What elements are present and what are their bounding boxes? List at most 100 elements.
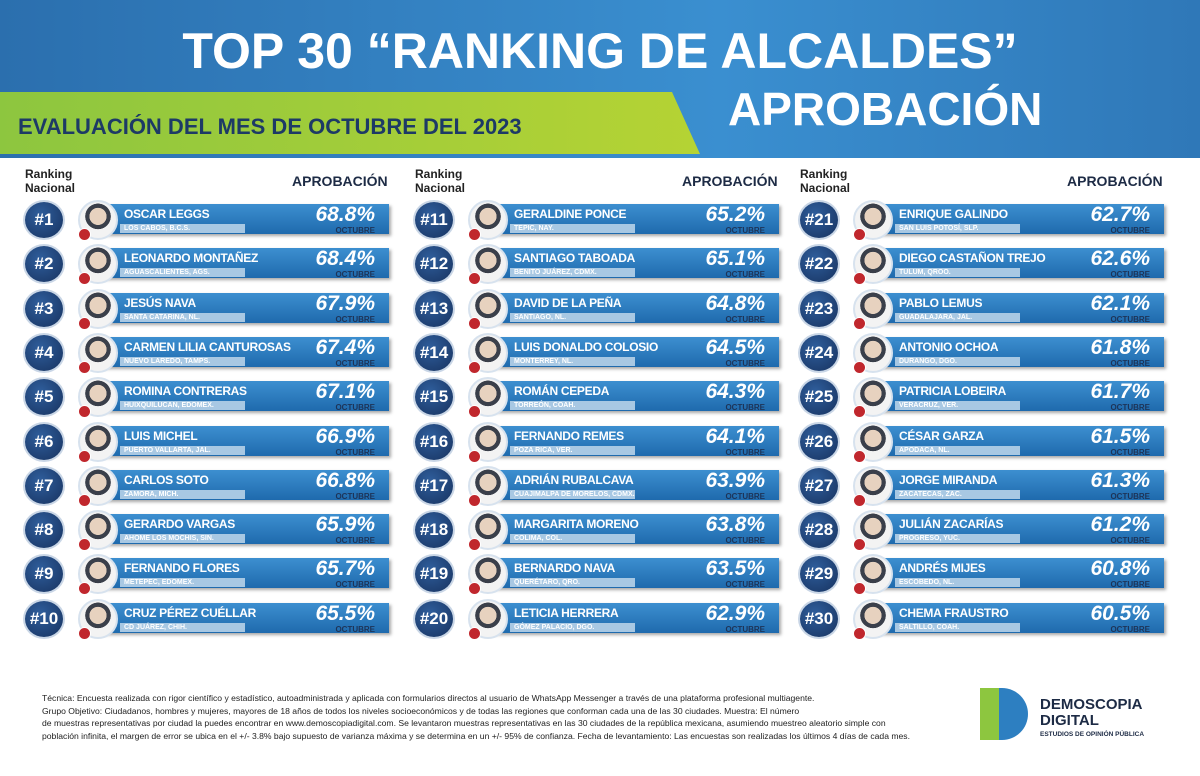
name: ENRIQUE GALINDO — [899, 207, 1008, 221]
city-strip — [120, 401, 245, 411]
month: OCTUBRE — [725, 314, 765, 324]
party-logo — [78, 538, 91, 552]
approval: 68.4% — [315, 247, 375, 271]
month: OCTUBRE — [725, 580, 765, 590]
name: MARGARITA MORENO — [514, 517, 639, 532]
ranking-header: Ranking Nacional — [25, 167, 76, 195]
city-strip — [895, 356, 1020, 366]
approval: 61.2% — [1090, 513, 1150, 537]
city-strip — [510, 356, 635, 366]
name: FERNANDO FLORES — [124, 561, 240, 576]
month: OCTUBRE — [725, 403, 765, 413]
month: OCTUBRE — [1110, 536, 1150, 546]
approval: 65.5% — [315, 601, 375, 625]
party-logo — [468, 405, 481, 419]
photo — [78, 465, 118, 506]
rank-badge: #20 — [415, 600, 453, 637]
approval: 60.5% — [1090, 601, 1150, 625]
city-strip — [120, 445, 245, 455]
ranking-header: Ranking Nacional — [415, 167, 466, 195]
party-logo — [78, 405, 91, 419]
city: SAN LUIS POTOSÍ, SLP. — [899, 225, 979, 232]
city: SANTA CATARINA, NL. — [124, 313, 200, 321]
name: SANTIAGO TABOADA — [514, 251, 635, 266]
city: BENITO JUÁREZ, CDMX. — [514, 269, 597, 277]
approval: 67.4% — [315, 335, 375, 359]
city-strip — [510, 578, 635, 588]
city: APODACA, NL. — [899, 446, 950, 454]
name: ADRIÁN RUBALCAVA — [514, 472, 634, 487]
city-strip — [120, 312, 245, 322]
name: LUIS DONALDO COLOSIO — [514, 339, 659, 354]
photo — [853, 554, 893, 595]
city-strip — [120, 268, 245, 278]
city: AHOME LOS MOCHIS, SIN. — [124, 535, 214, 543]
month: OCTUBRE — [725, 491, 765, 501]
party-logo — [853, 582, 866, 596]
city-strip — [510, 489, 635, 499]
party-logo — [78, 493, 91, 507]
party-logo — [468, 449, 481, 463]
month: OCTUBRE — [335, 226, 375, 235]
footer-line: Grupo Objetivo: Ciudadanos, hombres y mu… — [42, 705, 800, 716]
photo — [468, 200, 508, 240]
logo-name: DEMOSCOPIA DIGITAL — [1040, 696, 1142, 729]
rank-badge: #25 — [800, 379, 838, 416]
name: PABLO LEMUS — [899, 295, 983, 310]
city: GÓMEZ PALACIO, DGO. — [514, 623, 595, 631]
approval: 61.8% — [1090, 335, 1150, 359]
name: CARMEN LILIA CANTUROSAS — [124, 339, 291, 354]
city-strip — [510, 268, 635, 278]
party-logo — [78, 449, 91, 463]
party-logo — [78, 228, 91, 241]
rank-badge: #18 — [415, 512, 453, 549]
month: OCTUBRE — [1110, 403, 1150, 413]
approval: 61.7% — [1090, 380, 1150, 404]
name: LETICIA HERRERA — [514, 605, 619, 620]
rank-badge: #4 — [25, 334, 63, 371]
month: OCTUBRE — [1110, 491, 1150, 501]
logo-mark — [980, 688, 1028, 740]
approval: 62.7% — [1090, 203, 1150, 226]
rank-badge: #6 — [25, 423, 63, 460]
city: HUIXQUILUCAN, EDOMEX. — [124, 402, 214, 410]
rank-badge: #7 — [25, 467, 63, 504]
approval: 65.2% — [705, 203, 765, 226]
month: OCTUBRE — [335, 580, 375, 590]
city-strip — [120, 534, 245, 544]
city: ESCOBEDO, NL. — [899, 579, 955, 587]
party-logo — [468, 272, 481, 286]
city: SALTILLO, COAH. — [899, 623, 960, 631]
city: ZACATECAS, ZAC. — [899, 490, 962, 498]
month: OCTUBRE — [725, 536, 765, 546]
party-logo — [853, 272, 866, 286]
city-strip — [510, 622, 635, 632]
rank-badge: #1 — [25, 202, 63, 238]
approval: 63.9% — [705, 468, 765, 492]
rank-badge: #30 — [800, 600, 838, 637]
month: OCTUBRE — [335, 491, 375, 501]
city: NUEVO LAREDO, TAMPS. — [124, 357, 211, 365]
city-strip — [895, 622, 1020, 632]
city: PROGRESO, YUC. — [899, 535, 960, 543]
name: DIEGO CASTAÑON TREJO — [899, 251, 1046, 266]
rank-badge: #16 — [415, 423, 453, 460]
approval-header: APROBACIÓN — [292, 173, 388, 189]
name: ROMINA CONTRERAS — [124, 384, 247, 399]
name: LUIS MICHEL — [124, 428, 198, 443]
city: TULUM, QROO. — [899, 269, 951, 277]
city-strip — [895, 445, 1020, 455]
name: JORGE MIRANDA — [899, 472, 998, 487]
party-logo — [468, 360, 481, 374]
month: OCTUBRE — [1110, 447, 1150, 457]
month: OCTUBRE — [725, 624, 765, 634]
rank-badge: #5 — [25, 379, 63, 416]
approval: 60.8% — [1090, 557, 1150, 581]
name: CRUZ PÉREZ CUÉLLAR — [124, 605, 256, 620]
city-strip — [895, 224, 1020, 233]
name: FERNANDO REMES — [514, 428, 624, 443]
party-logo — [853, 449, 866, 463]
approval: 62.1% — [1090, 291, 1150, 315]
footer-line: de muestras representativas por ciudad l… — [42, 718, 886, 728]
